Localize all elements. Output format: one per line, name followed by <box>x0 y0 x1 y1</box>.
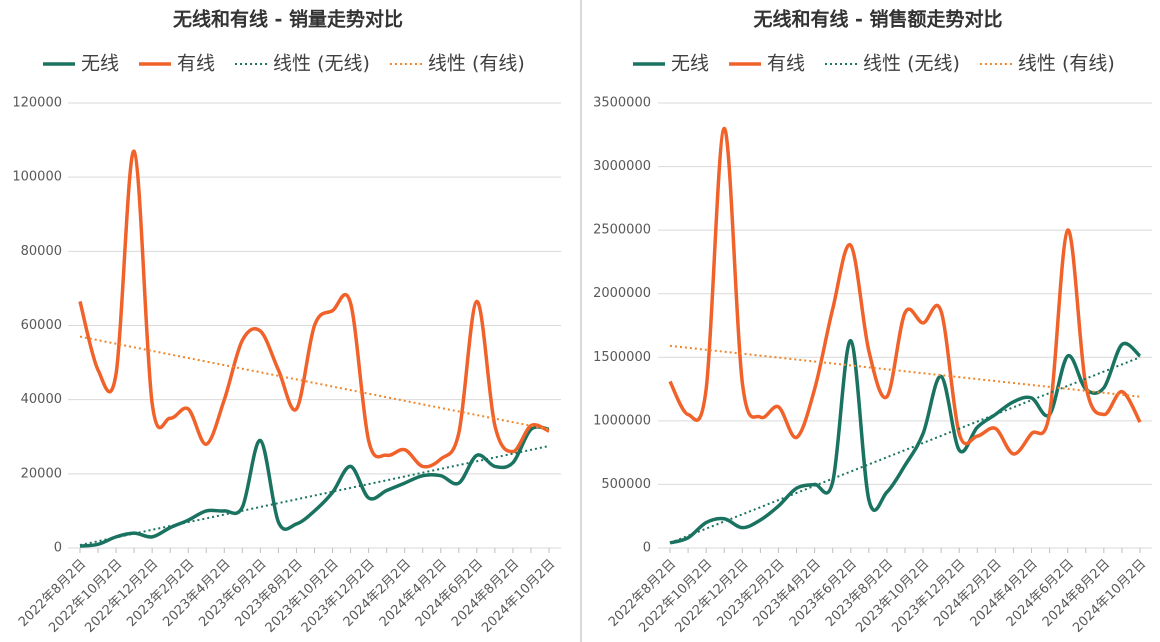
legend-label: 有线 <box>767 53 805 75</box>
series-line <box>669 356 1141 544</box>
legend-label: 线性 (有线) <box>1018 53 1115 75</box>
y-tick-label: 120000 <box>12 96 62 111</box>
y-tick-label: 0 <box>54 541 62 556</box>
legend-label: 无线 <box>81 53 119 75</box>
series-line <box>79 425 550 548</box>
legend-label: 线性 (无线) <box>273 53 370 75</box>
legend-label: 无线 <box>671 53 709 75</box>
y-tick-label: 20000 <box>21 466 62 481</box>
series-line <box>669 338 1142 545</box>
y-tick-label: 3500000 <box>593 96 651 111</box>
legend-label: 线性 (无线) <box>863 53 960 75</box>
y-tick-label: 60000 <box>21 318 62 333</box>
y-tick-label: 2000000 <box>593 286 651 301</box>
series-line <box>668 126 1142 456</box>
y-tick-label: 1000000 <box>593 413 651 428</box>
series-line <box>79 445 550 547</box>
y-tick-label: 3000000 <box>593 159 651 174</box>
chart-title: 无线和有线 - 销量走势对比 <box>173 8 403 31</box>
y-tick-label: 500000 <box>601 477 651 492</box>
chart-title: 无线和有线 - 销售额走势对比 <box>753 8 1002 31</box>
series-line <box>669 344 1141 398</box>
y-tick-label: 0 <box>643 541 651 556</box>
y-tick-label: 100000 <box>12 170 62 185</box>
legend-label: 线性 (有线) <box>428 53 525 75</box>
y-tick-label: 1500000 <box>593 350 651 365</box>
y-tick-label: 80000 <box>21 244 62 259</box>
y-tick-label: 2500000 <box>593 223 651 238</box>
legend-label: 有线 <box>177 53 215 75</box>
y-tick-label: 40000 <box>21 392 62 407</box>
series-line <box>78 149 550 469</box>
